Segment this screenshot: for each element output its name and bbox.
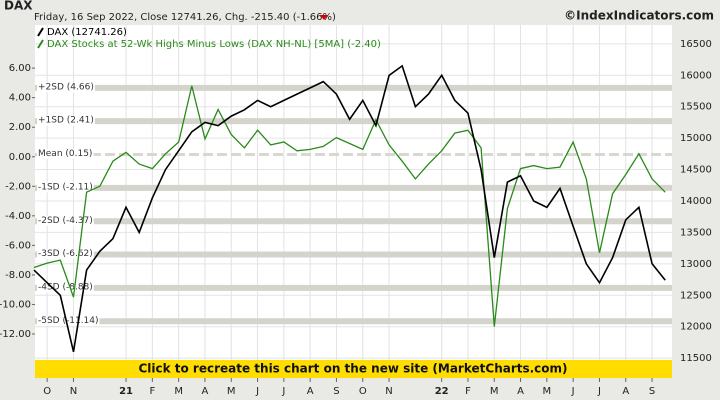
x-tick-label: M bbox=[490, 386, 499, 397]
sd-label-bg bbox=[37, 282, 94, 293]
x-tick-label: F bbox=[149, 386, 155, 397]
legend-swatch bbox=[37, 27, 44, 37]
x-tick-label: J bbox=[597, 386, 601, 397]
x-tick-label: J bbox=[255, 386, 259, 397]
y-tick-label: 2.00 bbox=[9, 122, 31, 133]
x-tick-label: N bbox=[385, 386, 392, 397]
x-tick-label: M bbox=[227, 386, 236, 397]
y2-tick-label: 12000 bbox=[680, 322, 712, 333]
y-tick-label: -2.00 bbox=[5, 181, 31, 192]
x-tick-label: S bbox=[333, 386, 339, 397]
y2-tick-label: 14500 bbox=[680, 165, 712, 176]
x-tick-label: A bbox=[307, 386, 314, 397]
y-tick-label: -6.00 bbox=[5, 240, 31, 251]
sd-label-bg bbox=[37, 249, 94, 260]
sd-band-label: -1SD (-2.11) bbox=[38, 182, 93, 192]
y-tick-label: -4.00 bbox=[5, 211, 31, 222]
y2-tick-label: 15000 bbox=[680, 133, 712, 144]
chart-title: DAX bbox=[4, 0, 33, 13]
legend-label: DAX Stocks at 52-Wk Highs Minus Lows (DA… bbox=[47, 39, 381, 50]
y-tick-label: -12.00 bbox=[0, 329, 31, 340]
y-tick-label: 0.00 bbox=[9, 152, 31, 163]
sd-band-label: -5SD (-11.14) bbox=[38, 316, 99, 326]
y-tick-label: -10.00 bbox=[0, 299, 31, 310]
y2-tick-label: 12500 bbox=[680, 290, 712, 301]
x-tick-label: A bbox=[622, 386, 629, 397]
y2-tick-label: 13000 bbox=[680, 259, 712, 270]
y2-tick-label: 13500 bbox=[680, 227, 712, 238]
sd-label-bg bbox=[37, 215, 94, 226]
y2-tick-label: 15500 bbox=[680, 102, 712, 113]
lines bbox=[33, 64, 666, 352]
sd-label-bg bbox=[37, 82, 95, 93]
legend-swatch bbox=[37, 39, 44, 49]
sd-label-bg bbox=[37, 315, 100, 326]
y-tick-label: 4.00 bbox=[9, 93, 31, 104]
legend-label: DAX (12741.26) bbox=[47, 27, 127, 38]
x-tick-label: 21 bbox=[119, 386, 133, 397]
x-tick-label: S bbox=[649, 386, 655, 397]
series-line bbox=[33, 64, 666, 352]
axes: O N 21 F M A M J J A S O N 22 F M A M J J A S 11500 12000 12500 1… bbox=[0, 39, 712, 397]
sd-band-label: +2SD (4.66) bbox=[38, 82, 94, 92]
sd-band-label: +1SD (2.41) bbox=[38, 116, 94, 126]
down-arrow bbox=[320, 15, 328, 20]
sd-label-bg bbox=[37, 182, 94, 193]
x-tick-label: J bbox=[571, 386, 575, 397]
y2-tick-label: 16000 bbox=[680, 70, 712, 81]
y2-tick-label: 11500 bbox=[680, 353, 712, 364]
x-tick-label: O bbox=[359, 386, 367, 397]
legend: DAX (12741.26)DAX Stocks at 52-Wk Highs … bbox=[37, 27, 381, 50]
bands: +2SD (4.66) +1SD (2.41) Mean (0.15) -1SD (-… bbox=[35, 82, 672, 326]
x-tick-label: N bbox=[70, 386, 77, 397]
series-line bbox=[33, 85, 666, 327]
banner-text[interactable]: Click to recreate this chart on the new … bbox=[138, 362, 567, 376]
sd-band-label: Mean (0.15) bbox=[38, 149, 92, 159]
x-tick-label: 22 bbox=[435, 386, 449, 397]
x-tick-label: F bbox=[465, 386, 471, 397]
banner[interactable] bbox=[35, 360, 672, 378]
x-tick-label: A bbox=[517, 386, 524, 397]
sd-band-label: -2SD (-4.37) bbox=[38, 216, 93, 226]
x-tick-label: M bbox=[174, 386, 183, 397]
y-tick-label: 6.00 bbox=[9, 63, 31, 74]
x-tick-label: A bbox=[202, 386, 209, 397]
chart-subtitle: Friday, 16 Sep 2022, Close 12741.26, Chg… bbox=[34, 12, 336, 23]
sd-band-label: -3SD (-6.62) bbox=[38, 249, 93, 259]
sd-label-bg bbox=[37, 149, 94, 160]
x-tick-label: O bbox=[43, 386, 51, 397]
x-tick-label: M bbox=[543, 386, 552, 397]
source: ©IndexIndicators.com bbox=[564, 9, 714, 23]
y2-tick-label: 14000 bbox=[680, 196, 712, 207]
y-tick-label: -8.00 bbox=[5, 270, 31, 281]
y2-tick-label: 16500 bbox=[680, 39, 712, 50]
plot-area bbox=[35, 25, 672, 360]
x-tick-label: J bbox=[281, 386, 285, 397]
grid bbox=[35, 25, 672, 360]
sd-label-bg bbox=[37, 115, 95, 126]
sd-band-label: -4SD (-8.88) bbox=[38, 282, 93, 292]
